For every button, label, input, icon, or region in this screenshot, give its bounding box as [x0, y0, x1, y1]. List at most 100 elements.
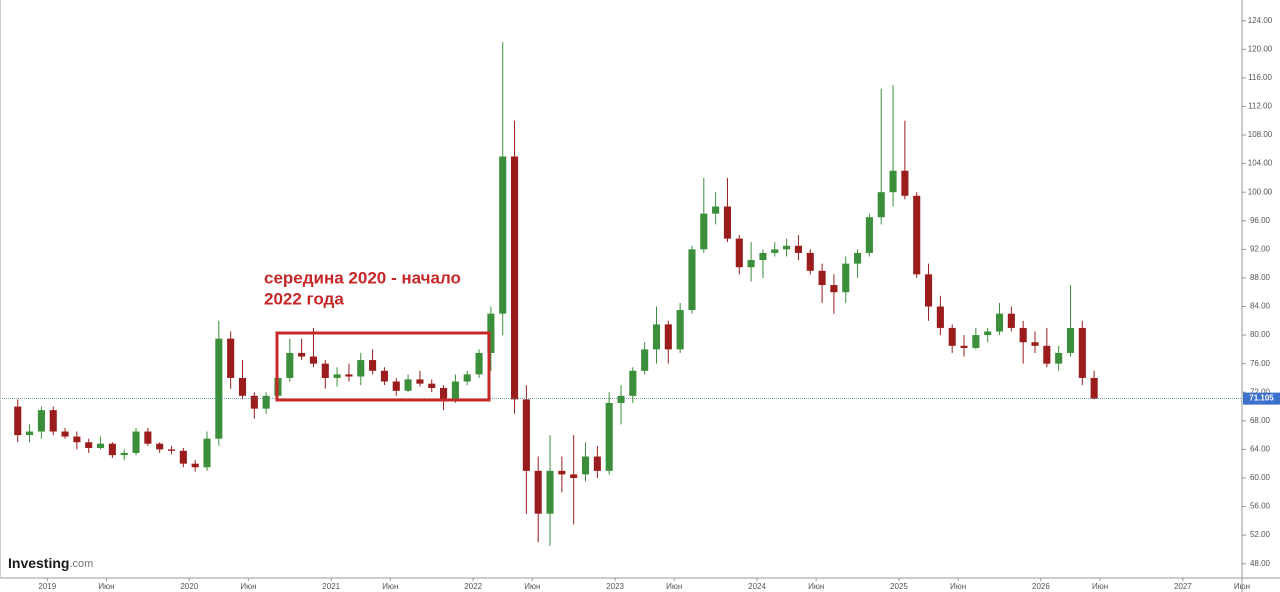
- x-tick-label: Июн: [98, 582, 114, 591]
- candle-body: [747, 260, 755, 268]
- candle-body: [617, 395, 625, 403]
- candle-body: [570, 474, 578, 478]
- candle-body: [712, 206, 720, 214]
- candle-body: [156, 443, 164, 450]
- candle-body: [298, 352, 306, 357]
- candle-body: [558, 470, 566, 475]
- candle-body: [924, 274, 933, 307]
- candle-body: [286, 352, 294, 378]
- candle-body: [321, 363, 329, 378]
- candle-body: [108, 443, 116, 456]
- axes: 48.00 52.00 56.00 60.00 64.00 68.00 72.00 76.00…: [38, 16, 1280, 591]
- annotation-text: середина 2020 - начало: [264, 268, 461, 287]
- candle-body: [428, 383, 436, 388]
- candle-body: [759, 252, 767, 261]
- candle-body: [179, 450, 187, 464]
- candle-body: [593, 456, 601, 471]
- candle-body: [96, 443, 105, 448]
- x-tick-label: 2020: [180, 582, 198, 591]
- x-tick-label: 2023: [606, 582, 624, 591]
- candle-body: [546, 470, 554, 514]
- candle-body: [392, 381, 400, 391]
- candle-body: [49, 410, 57, 432]
- candle-body: [735, 238, 743, 268]
- candle-body: [1007, 313, 1015, 328]
- candle-body: [771, 249, 779, 253]
- candle-body: [534, 470, 542, 514]
- y-tick-label: 116.00: [1248, 73, 1272, 82]
- candle-body: [167, 449, 176, 451]
- candle-body: [1055, 352, 1063, 364]
- annotation-box: [275, 331, 491, 402]
- candle-body: [357, 360, 365, 377]
- candle-body: [215, 338, 223, 439]
- candle-body: [889, 170, 897, 193]
- candle-body: [510, 156, 519, 400]
- y-tick-label: 64.00: [1250, 445, 1271, 454]
- candle-body: [794, 245, 802, 253]
- candle-body: [144, 431, 152, 444]
- candle-body: [345, 374, 353, 377]
- candle-body: [250, 395, 258, 409]
- candle-body: [936, 306, 944, 328]
- x-tick-label: Июн: [1092, 582, 1108, 591]
- y-tick-label: 56.00: [1250, 502, 1271, 511]
- candle-body: [783, 245, 791, 250]
- candle-body: [700, 213, 708, 250]
- logo-suffix: .com: [69, 558, 93, 570]
- candle-body: [487, 313, 495, 353]
- x-tick-label: 2027: [1174, 582, 1192, 591]
- y-tick-label: 108.00: [1248, 130, 1273, 139]
- candle-body: [522, 399, 530, 471]
- candle-body: [652, 324, 661, 350]
- candle-body: [73, 436, 81, 443]
- y-tick-label: 120.00: [1248, 44, 1273, 53]
- candle-body: [995, 313, 1004, 332]
- x-axis-panel: [0, 578, 1242, 592]
- candle-body: [865, 217, 873, 253]
- y-tick-label: 88.00: [1250, 273, 1271, 282]
- candle-body: [688, 249, 696, 311]
- candle-body: [1078, 327, 1086, 378]
- y-tick-label: 104.00: [1248, 159, 1273, 168]
- candle-body: [440, 387, 448, 400]
- candle-body: [132, 431, 140, 453]
- candle-body: [913, 195, 921, 275]
- candle-body: [416, 379, 424, 384]
- x-tick-label: 2019: [38, 582, 56, 591]
- y-tick-label: 60.00: [1250, 473, 1271, 482]
- candle-body: [806, 252, 814, 271]
- x-tick-label: 2024: [748, 582, 766, 591]
- candle-body: [404, 379, 412, 391]
- logo: Investing.com: [8, 555, 93, 571]
- candle-body: [854, 252, 862, 264]
- x-tick-label: 2025: [890, 582, 908, 591]
- candle-body: [238, 377, 247, 396]
- y-tick-label: 80.00: [1250, 330, 1271, 339]
- x-tick-label: Июн: [808, 582, 824, 591]
- candle-body: [309, 356, 318, 364]
- annotation-text: 2022 года: [264, 289, 344, 308]
- candle-body: [120, 452, 128, 456]
- x-tick-label: Июн: [666, 582, 682, 591]
- candle-body: [451, 381, 459, 400]
- last-price-box: [1243, 392, 1280, 405]
- candle-body: [14, 406, 22, 436]
- y-tick-label: 48.00: [1250, 559, 1271, 568]
- candle-body: [1031, 342, 1039, 346]
- candle-body: [842, 263, 850, 293]
- candle-body: [203, 438, 211, 468]
- candle-body: [85, 442, 93, 448]
- y-tick-label: 84.00: [1250, 302, 1271, 311]
- logo-name: Investing: [8, 555, 69, 571]
- x-tick-label: Июн: [240, 582, 256, 591]
- candle-body: [1043, 345, 1051, 364]
- x-tick-label: Июн: [524, 582, 540, 591]
- candle-body: [723, 206, 732, 239]
- y-tick-label: 68.00: [1250, 416, 1271, 425]
- y-tick-label: 112.00: [1248, 102, 1272, 111]
- candle-body: [984, 331, 992, 336]
- candle-body: [380, 370, 388, 382]
